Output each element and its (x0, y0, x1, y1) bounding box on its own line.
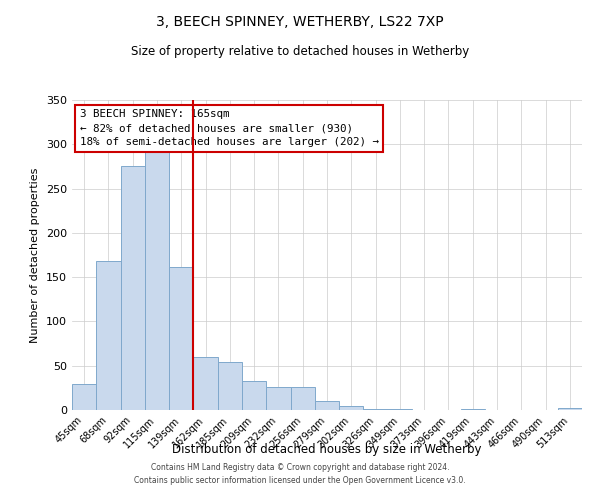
Bar (145, 152, 169, 410)
Text: Distribution of detached houses by size in Wetherby: Distribution of detached houses by size … (172, 442, 482, 456)
Bar (290, 387, 315, 410)
Bar (339, 406, 364, 410)
Text: 3, BEECH SPINNEY, WETHERBY, LS22 7XP: 3, BEECH SPINNEY, WETHERBY, LS22 7XP (156, 15, 444, 29)
Bar (558, 408, 582, 410)
Bar (218, 362, 242, 410)
Bar (364, 409, 388, 410)
Bar (461, 409, 485, 410)
Bar (72, 384, 96, 410)
Bar (388, 409, 412, 410)
Text: 3 BEECH SPINNEY: 165sqm
← 82% of detached houses are smaller (930)
18% of semi-d: 3 BEECH SPINNEY: 165sqm ← 82% of detache… (80, 110, 379, 148)
Bar (266, 387, 290, 410)
Bar (169, 266, 193, 410)
Bar (315, 401, 339, 410)
Bar (193, 357, 218, 410)
Bar (242, 381, 266, 410)
Text: Size of property relative to detached houses in Wetherby: Size of property relative to detached ho… (131, 45, 469, 58)
Bar (96, 261, 121, 410)
Text: Contains public sector information licensed under the Open Government Licence v3: Contains public sector information licen… (134, 476, 466, 485)
Text: Contains HM Land Registry data © Crown copyright and database right 2024.: Contains HM Land Registry data © Crown c… (151, 464, 449, 472)
Bar (121, 166, 145, 410)
Y-axis label: Number of detached properties: Number of detached properties (31, 168, 40, 342)
